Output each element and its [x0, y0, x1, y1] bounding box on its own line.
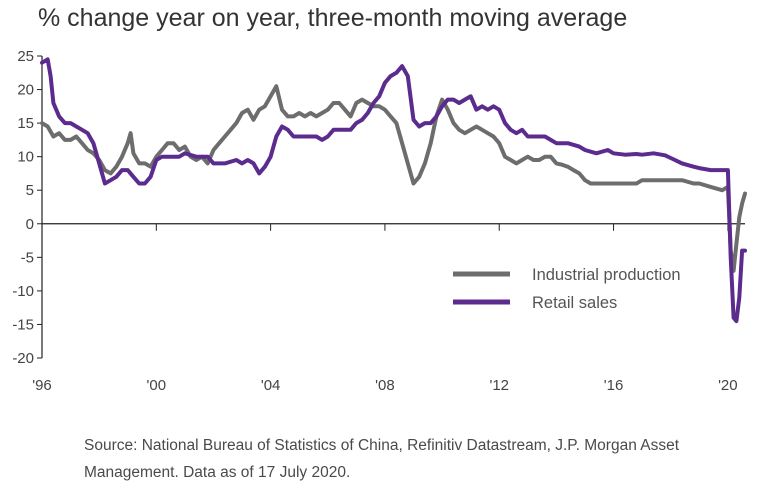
legend: Industrial production Retail sales — [453, 266, 681, 312]
line-chart: 25 20 15 10 5 0 -5 -10 -15 -20 '96 '00 '04 '08 '12 '16… — [12, 48, 747, 394]
x-tick-label: '04 — [261, 377, 281, 394]
x-tick-label: '08 — [375, 377, 395, 394]
y-tick-label: -15 — [12, 316, 34, 333]
y-tick-label: 25 — [17, 48, 34, 65]
chart-title: % change year on year, three-month movin… — [38, 4, 628, 32]
x-tick-label: '16 — [604, 377, 624, 394]
y-tick-label: 0 — [26, 216, 34, 233]
x-tick-label: '00 — [147, 377, 167, 394]
series-line-retail-sales — [40, 57, 747, 324]
x-tick-label: '20 — [718, 377, 738, 394]
y-tick-label: 5 — [26, 182, 34, 199]
series-line-industrial-production — [40, 84, 747, 273]
legend-label: Industrial production — [532, 266, 681, 284]
x-axis: '96 '00 '04 '08 '12 '16 '20 — [32, 223, 745, 394]
y-tick-label: -5 — [21, 249, 34, 266]
y-tick-label: -10 — [12, 283, 34, 300]
y-axis: 25 20 15 10 5 0 -5 -10 -15 -20 — [12, 48, 43, 367]
y-tick-label: 15 — [17, 115, 34, 132]
y-tick-label: 20 — [17, 82, 34, 99]
x-tick-label: '12 — [489, 377, 509, 394]
x-tick-label: '96 — [32, 377, 52, 394]
y-tick-label: 10 — [17, 149, 34, 166]
series-layer — [40, 57, 747, 324]
source-note: Source: National Bureau of Statistics of… — [84, 437, 680, 481]
y-tick-label: -20 — [12, 350, 34, 367]
legend-label: Retail sales — [532, 294, 617, 312]
